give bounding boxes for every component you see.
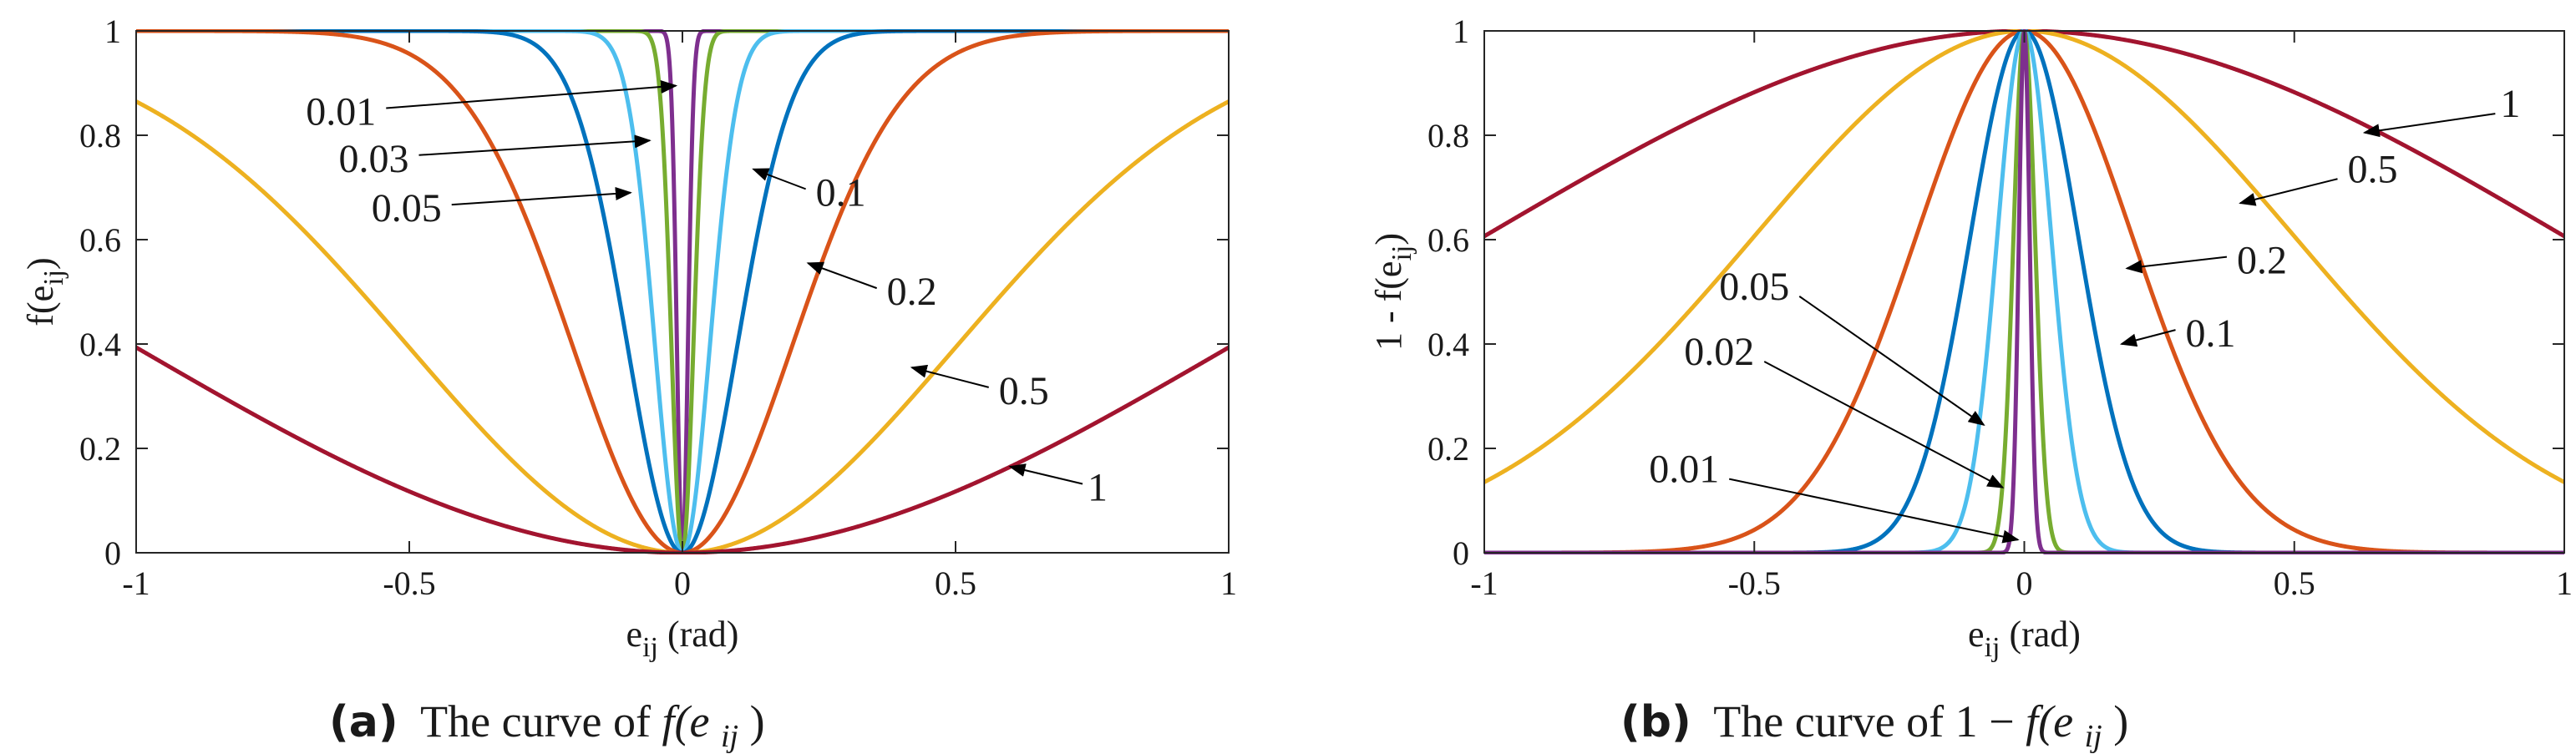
panel-a-ytick-label: 0.8 bbox=[79, 117, 121, 154]
panel-b-series-line-4 bbox=[1484, 29, 2564, 554]
panel-a-ylabel: f(eij) bbox=[20, 257, 69, 326]
panel-a-series-line-5 bbox=[136, 99, 1229, 554]
panel-a-series-group bbox=[136, 29, 1229, 554]
panel-b-annotation-arrow bbox=[2362, 113, 2496, 138]
caption-a-suffix: ) bbox=[750, 696, 765, 746]
panel-b-annotation-label-6: 0.01 bbox=[1649, 448, 1719, 492]
caption-a: (a) The curve of f(e ij ) bbox=[329, 696, 765, 754]
caption-a-math: f(e bbox=[662, 696, 710, 746]
panel-b-annotation-arrow bbox=[2119, 329, 2176, 347]
panel-a-ytick-label: 0.6 bbox=[79, 221, 121, 259]
panel-a-annotation-arrow bbox=[451, 186, 632, 206]
panel-b-series-line-3 bbox=[1484, 29, 2564, 554]
panel-b-annotation-label-0: 1 bbox=[2500, 82, 2520, 126]
panel-a-series-line-2 bbox=[136, 29, 1229, 554]
panel-b-xtick-label: 0.5 bbox=[2274, 564, 2315, 602]
panel-a-annotation-label-6: 1 bbox=[1088, 466, 1108, 510]
panel-b-annotation-arrow bbox=[1763, 361, 2005, 488]
panel-b-xtick-label: -0.5 bbox=[1728, 564, 1781, 602]
panel-a-series-line-0 bbox=[136, 29, 1229, 554]
panel-a-annotation-arrow bbox=[1008, 463, 1083, 485]
caption-a-sub: ij bbox=[721, 719, 738, 754]
panel-a-annotation-label-1: 0.03 bbox=[338, 137, 408, 181]
panel-b-annotation-label-4: 0.05 bbox=[1719, 265, 1789, 309]
panel-a-annotation-arrow bbox=[386, 80, 678, 109]
panel-a-chart: -1 -0.5 0 0.5 1 0 0.2 0.4 0.6 0.8 1 eij (rad) f(eij)… bbox=[20, 13, 1237, 663]
panel-a-annotation-label-0: 0.01 bbox=[306, 90, 376, 134]
panel-a-annotation-arrow bbox=[418, 134, 652, 156]
panel-a-xtick-label: -1 bbox=[122, 564, 150, 602]
panel-a-ytick-label: 0.2 bbox=[79, 430, 121, 468]
panel-b-annotation-arrow bbox=[1798, 296, 1985, 427]
panel-b-annotation-arrow bbox=[2125, 256, 2228, 274]
panel-b-xtick-label: 1 bbox=[2556, 564, 2573, 602]
panel-b-series-line-1 bbox=[1484, 29, 2564, 484]
panel-b-xlabel: eij (rad) bbox=[1968, 614, 2081, 663]
panel-a-annotation-label-2: 0.05 bbox=[372, 186, 442, 230]
panel-b-annotation-arrow bbox=[2239, 178, 2338, 206]
caption-b-math: f(e bbox=[2026, 696, 2073, 746]
caption-b-letter: (b) bbox=[1620, 697, 1691, 747]
panel-a-xlabel: eij (rad) bbox=[626, 614, 739, 663]
panel-b-annotation-label-5: 0.02 bbox=[1684, 330, 1754, 374]
panel-b-series-line-6 bbox=[1484, 29, 2564, 554]
panel-a-xtick-label: 0.5 bbox=[935, 564, 976, 602]
panel-b-annotation-label-2: 0.2 bbox=[2237, 239, 2287, 283]
panel-b-annotation-label-3: 0.1 bbox=[2186, 311, 2236, 356]
panel-a-series-line-1 bbox=[136, 29, 1229, 554]
panel-a-series-line-4 bbox=[136, 29, 1229, 554]
panel-b-xtick-label: 0 bbox=[2016, 564, 2033, 602]
panel-b-ytick-label: 0.4 bbox=[1427, 326, 1469, 363]
panel-b-series-line-2 bbox=[1484, 29, 2564, 554]
panel-b-ytick-label: 0.8 bbox=[1427, 117, 1469, 154]
panel-b-series-group bbox=[1484, 29, 2564, 554]
panel-a-series-line-3 bbox=[136, 29, 1229, 554]
panel-b-chart: -1 -0.5 0 0.5 1 0 0.2 0.4 0.6 0.8 1 eij (rad) 1 - f(… bbox=[1368, 13, 2573, 663]
panel-a-xtick-label: 0 bbox=[674, 564, 691, 602]
panel-b-annotation-label-1: 0.5 bbox=[2347, 147, 2397, 191]
caption-a-prefix: The curve of bbox=[420, 696, 662, 746]
caption-b: (b) The curve of 1 − f(e ij ) bbox=[1620, 696, 2128, 754]
panel-a-xtick-label: 1 bbox=[1220, 564, 1237, 602]
panel-b-xtick-label: -1 bbox=[1470, 564, 1498, 602]
panel-b-series-line-5 bbox=[1484, 29, 2564, 554]
panel-b-ytick-label: 0.2 bbox=[1427, 430, 1469, 468]
panel-a-annotation-arrow bbox=[806, 261, 878, 290]
panel-a-axes-box bbox=[135, 30, 1230, 554]
panel-a-ytick-label: 1 bbox=[104, 13, 121, 50]
panel-a-annotation-arrow bbox=[752, 168, 807, 190]
panel-b-ytick-label: 1 bbox=[1453, 13, 1469, 50]
caption-b-suffix: ) bbox=[2113, 696, 2128, 746]
panel-b-ytick-label: 0 bbox=[1453, 534, 1469, 572]
panel-a-annotation-label-3: 0.1 bbox=[816, 170, 866, 215]
caption-a-letter: (a) bbox=[329, 697, 398, 747]
panel-b-ytick-label: 0.6 bbox=[1427, 221, 1469, 259]
panel-a-annotation-label-4: 0.2 bbox=[887, 270, 937, 314]
caption-b-sub: ij bbox=[2085, 719, 2102, 754]
caption-b-prefix: The curve of 1 − bbox=[1713, 696, 2026, 746]
panel-a-annotation-label-5: 0.5 bbox=[999, 369, 1049, 413]
panel-a-ytick-label: 0 bbox=[104, 534, 121, 572]
panel-b-ylabel: 1 - f(eij) bbox=[1368, 233, 1417, 351]
panel-b-annotation-arrow bbox=[1728, 478, 2020, 544]
panel-a-xtick-label: -0.5 bbox=[383, 564, 435, 602]
panel-b-axes-box bbox=[1483, 30, 2565, 554]
panel-a-ytick-label: 0.4 bbox=[79, 326, 121, 363]
panel-a-annotation-arrow bbox=[910, 364, 989, 388]
